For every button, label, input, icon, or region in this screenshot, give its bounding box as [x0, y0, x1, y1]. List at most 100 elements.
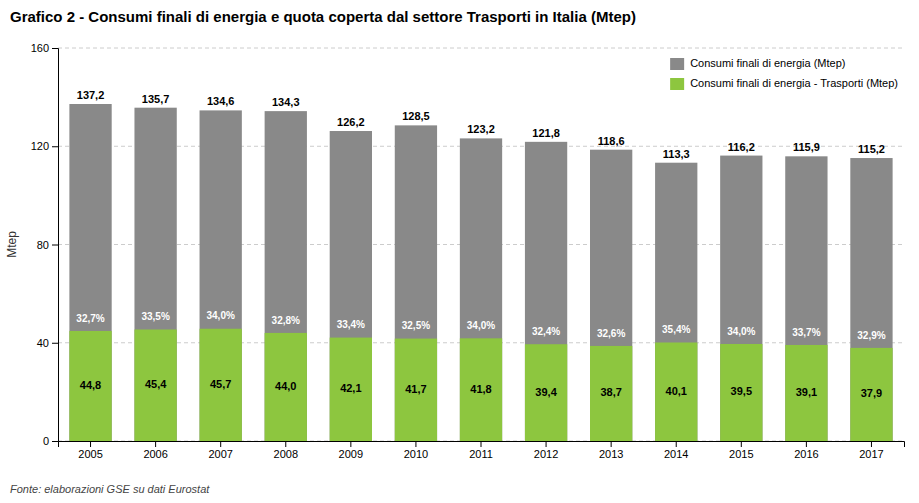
tick-label: 2009: [339, 448, 363, 460]
share-label: 32,4%: [532, 326, 560, 337]
tick-mark: [546, 441, 547, 447]
tick-label: 40: [37, 337, 49, 349]
legend-swatch: [670, 78, 684, 90]
data-label: 123,2: [467, 123, 495, 135]
tick: 120: [31, 140, 58, 152]
tick: 2008: [274, 441, 298, 460]
tick: 2011: [469, 441, 493, 460]
data-label: 116,2: [728, 141, 755, 153]
share-label: 32,8%: [272, 315, 300, 326]
title: Grafico 2 - Consumi finali di energia e …: [10, 8, 636, 25]
data-labels: 137,2135,7134,6134,3126,2128,5123,2121,8…: [76, 89, 885, 399]
tick-mark: [350, 441, 351, 447]
bar: [590, 346, 632, 441]
share-label: 32,7%: [76, 313, 104, 324]
tick-label: 2012: [534, 448, 558, 460]
series: [69, 104, 892, 441]
share-label: 34,0%: [467, 320, 495, 331]
bars: [69, 104, 892, 441]
share-label: 33,7%: [792, 327, 820, 338]
legend-item: Consumi finali di energia (Mtep): [670, 57, 845, 70]
data-label: 113,3: [663, 148, 690, 160]
tick: 2017: [859, 441, 883, 460]
axis-domain: [59, 442, 905, 448]
data-label: 118,6: [598, 135, 625, 147]
bar: [200, 110, 242, 441]
tick: 2015: [729, 441, 753, 460]
tick-mark: [285, 441, 286, 447]
bar: [460, 138, 502, 441]
tick: 2005: [78, 441, 102, 460]
bar: [69, 331, 111, 441]
share-label: 33,4%: [337, 319, 365, 330]
tick-label: 2008: [274, 448, 298, 460]
tick-label: 2010: [404, 448, 428, 460]
tick: 2009: [339, 441, 363, 460]
tick-label: 160: [31, 42, 49, 54]
data-label: 44,0: [275, 380, 296, 392]
data-label: 45,4: [145, 378, 167, 390]
tick-mark: [871, 441, 872, 447]
tick-mark: [90, 441, 91, 447]
bar: [265, 111, 307, 441]
tick: 2006: [143, 441, 167, 460]
data-label: 40,1: [666, 385, 687, 397]
bar: [69, 104, 111, 441]
bar: [134, 329, 176, 441]
bar: [395, 125, 437, 441]
data-label: 39,1: [796, 386, 817, 398]
tick: 2010: [404, 441, 428, 460]
grid-line: [58, 48, 904, 49]
tick-mark: [52, 48, 58, 49]
tick-label: 2016: [794, 448, 818, 460]
share-label: 32,9%: [857, 330, 885, 341]
share-label: 33,5%: [141, 311, 169, 322]
tick: 2016: [794, 441, 818, 460]
data-label: 121,8: [532, 127, 560, 139]
tick-mark: [741, 441, 742, 447]
tick-label: 0: [43, 435, 49, 447]
data-label: 115,9: [793, 141, 820, 153]
tick-mark: [415, 441, 416, 447]
tick: 2007: [208, 441, 232, 460]
y-axis: 0 40 80 120 160: [31, 42, 59, 447]
tick-mark: [611, 441, 612, 447]
series: [69, 329, 892, 441]
share-label: 32,6%: [597, 328, 625, 339]
tick: 0: [43, 435, 58, 447]
data-label: 38,7: [600, 386, 621, 398]
y-axis-label: Mtep: [5, 231, 19, 258]
share-label: 34,0%: [727, 326, 755, 337]
legend-label: Consumi finali di energia (Mtep): [690, 57, 845, 69]
tick-mark: [155, 441, 156, 447]
bar: [395, 339, 437, 441]
data-label: 135,7: [142, 93, 170, 105]
data-label: 42,1: [340, 382, 361, 394]
grid: [58, 48, 904, 441]
tick-label: 2005: [78, 448, 102, 460]
share-label: 34,0%: [207, 310, 235, 321]
tick-mark: [52, 146, 58, 147]
bar: [655, 343, 697, 441]
tick-label: 2017: [859, 448, 883, 460]
tick-label: 2015: [729, 448, 753, 460]
axis-domain: [52, 49, 59, 442]
bar: [330, 338, 372, 441]
tick-mark: [52, 245, 58, 246]
tick-label: 80: [37, 239, 49, 251]
data-label: 45,7: [210, 378, 231, 390]
data-label: 134,6: [207, 95, 235, 107]
data-label: 41,7: [405, 383, 426, 395]
data-label: 39,4: [535, 386, 557, 398]
share-label: 32,5%: [402, 320, 430, 331]
tick-mark: [481, 441, 482, 447]
tick-mark: [676, 441, 677, 447]
data-label: 128,5: [402, 110, 430, 122]
bar: [134, 108, 176, 441]
bar: [720, 344, 762, 441]
tick-label: 2011: [469, 448, 493, 460]
bar: [720, 156, 762, 441]
x-axis: 2005200620072008200920102011201220132014…: [59, 441, 905, 460]
bar: [850, 348, 892, 441]
tick: 2014: [664, 441, 688, 460]
